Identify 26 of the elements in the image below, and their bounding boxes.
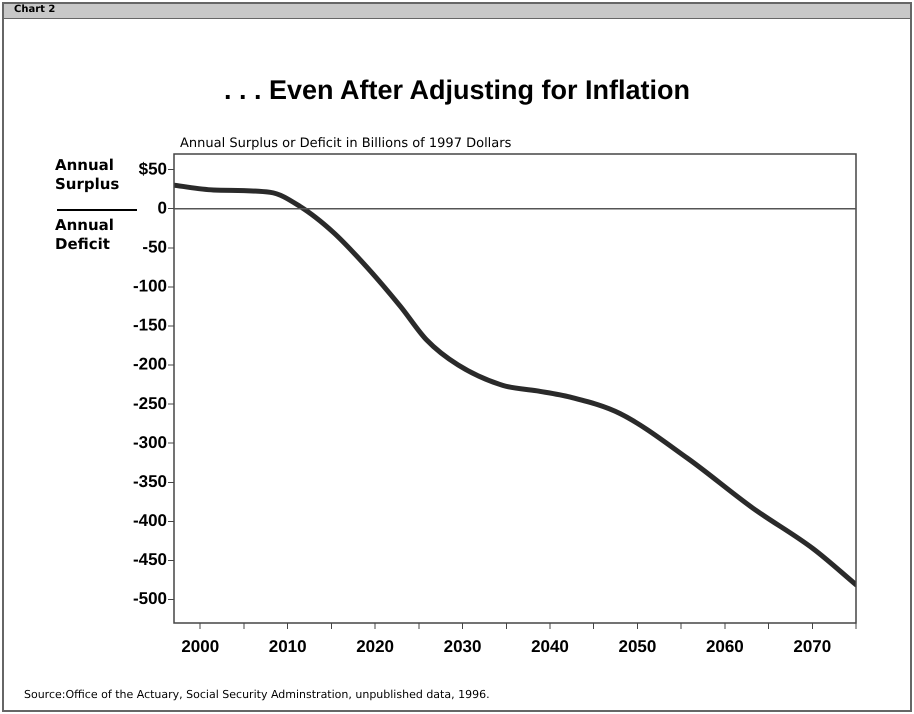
y-tick-label: -100 (132, 276, 167, 296)
y-tick-label: -300 (132, 432, 167, 452)
source-note: Source:Office of the Actuary, Social Security Adminstration, unpublished data, 1996. (24, 688, 490, 701)
y-tick-label: -450 (132, 550, 167, 570)
y-axis-title: Annual Surplus or Deficit in Billions of 1997 Dollars (180, 136, 512, 151)
x-tick-label: 2010 (268, 636, 307, 656)
y-tick-label: -500 (132, 589, 167, 608)
text: Annual Deficit (55, 216, 115, 254)
chart-title: . . . Even After Adjusting for Inflation (222, 75, 691, 106)
text: Annual Surplus (55, 156, 120, 194)
x-tick-label: 2030 (444, 636, 482, 656)
y-tick-label: -250 (132, 394, 167, 413)
caption: Chart 2 (14, 4, 56, 15)
y-tick-label: $50 (138, 159, 167, 178)
x-tick-label: 2000 (181, 636, 220, 656)
y-tick-label: 0 (158, 198, 167, 218)
y-tick-label: -400 (132, 511, 167, 530)
x-tick-label: 2050 (618, 636, 656, 656)
y-tick-label: -50 (142, 237, 167, 256)
x-tick-label: 2020 (356, 636, 394, 656)
x-tick-label: 2060 (706, 636, 744, 656)
y-tick-label: -150 (132, 316, 167, 335)
y-tick-label: -350 (132, 472, 167, 491)
x-tick-label: 2070 (793, 636, 832, 656)
y-tick-label: -200 (132, 354, 167, 374)
x-tick-label: 2040 (531, 636, 569, 656)
